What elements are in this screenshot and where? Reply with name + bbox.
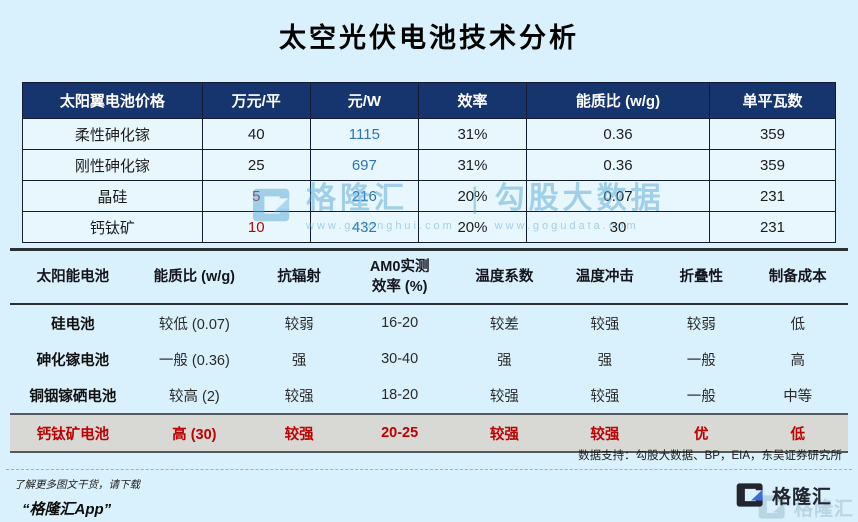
column-header: 元/W [309, 82, 419, 119]
table-cell: 432 [309, 211, 419, 243]
brand-name: 格隆汇 [771, 486, 832, 508]
table-cell: 20% [417, 211, 528, 243]
table-row: 硅电池 较低 (0.07) 较弱 16-20 较差 较强 较弱 低 [10, 304, 848, 341]
table-cell: 一般 (0.36) [158, 352, 230, 369]
column-header: 单平瓦数 [708, 82, 837, 119]
data-source-note: 数据支持：勾股大数据、BP，EIA，东吴证券研究所 [578, 450, 842, 462]
price-table-body: 柔性砷化镓 40 1115 31% 0.36 359 刚性砷化镓 25 697 31% 0.36 35… [22, 118, 837, 243]
table-cell: 中等 [783, 388, 813, 405]
table-cell: 钙钛矿 [22, 211, 203, 243]
table-cell: 216 [309, 180, 419, 212]
table-cell: 优 [655, 413, 748, 453]
brand-logo: 格隆汇 [736, 480, 832, 510]
table-cell: 强 [291, 352, 307, 369]
dashed-divider [6, 469, 852, 470]
table-cell: 较差 [489, 316, 519, 333]
price-table: 太阳翼电池价格 万元/平 元/W 效率 能质比 (w/g) 单平瓦数 柔性砷化镓… [22, 82, 837, 243]
column-header: 万元/平 [201, 82, 311, 119]
column-header: 能质比 (w/g) [526, 82, 710, 119]
table-row: 砷化镓电池 一般 (0.36) 强 30-40 强 强 一般 高 [10, 341, 848, 377]
table-cell: 较强 [489, 388, 519, 405]
table-cell: 较强 [554, 413, 656, 453]
table-cell: 柔性砷化镓 [22, 118, 203, 150]
table-cell: 钙钛矿电池 [10, 413, 136, 453]
table-cell: 231 [708, 180, 837, 212]
column-header: AM0实测 效率 (%) [345, 248, 455, 305]
column-header: 温度冲击 [554, 248, 656, 305]
gelonghui-logo-icon [736, 483, 763, 507]
column-header: 太阳能电池 [10, 248, 136, 305]
table-cell: 0.07 [526, 180, 710, 212]
compare-table: 太阳能电池 能质比 (w/g) 抗辐射 AM0实测 效率 (%) 温度系数 温度… [10, 248, 848, 453]
table-cell: 0.36 [526, 149, 710, 181]
page-title: 太空光伏电池技术分析 [279, 23, 579, 53]
table-cell: 低 [747, 413, 848, 453]
table-cell: 较弱 [686, 316, 716, 333]
table-cell: 一般 [686, 388, 716, 405]
footer-promo: 了解更多图文干货，请下载 “格隆汇App” [14, 477, 140, 519]
table-cell: 231 [708, 211, 837, 243]
table-cell: 18-20 [381, 387, 419, 403]
table-cell: 20% [417, 180, 528, 212]
column-header: 制备成本 [747, 248, 848, 305]
table-cell: 较弱 [284, 316, 314, 333]
table-row: 刚性砷化镓 25 697 31% 0.36 359 [22, 149, 837, 181]
column-header: 效率 [417, 82, 528, 119]
table-cell: 高 [790, 352, 805, 369]
column-header: 太阳翼电池价格 [22, 82, 203, 119]
table-cell: 砷化镓电池 [36, 352, 110, 369]
table-row: 柔性砷化镓 40 1115 31% 0.36 359 [22, 118, 837, 150]
table-cell: 25 [201, 149, 311, 181]
compare-table-header: 太阳能电池 能质比 (w/g) 抗辐射 AM0实测 效率 (%) 温度系数 温度… [10, 248, 848, 305]
table-row: 钙钛矿 10 432 20% 30 231 [22, 211, 837, 243]
table-row: 晶硅 5 216 20% 0.07 231 [22, 180, 837, 212]
footer-promo-line1: 了解更多图文干货，请下载 [14, 479, 140, 491]
column-header: 折叠性 [655, 248, 748, 305]
footer-promo-line2: “格隆汇App” [22, 501, 112, 518]
table-cell: 较强 [454, 413, 555, 453]
table-cell: 铜铟镓硒电池 [29, 388, 117, 405]
table-cell: 16-20 [381, 315, 419, 331]
table-cell: 较低 (0.07) [158, 316, 230, 333]
table-cell: 刚性砷化镓 [22, 149, 203, 181]
table-cell: 1115 [309, 118, 419, 150]
table-cell: 10 [201, 211, 311, 243]
column-header: 抗辐射 [253, 248, 346, 305]
table-cell: 较高 (2) [168, 388, 220, 405]
price-table-header: 太阳翼电池价格 万元/平 元/W 效率 能质比 (w/g) 单平瓦数 [22, 82, 837, 119]
table-cell: 高 (30) [135, 413, 253, 453]
table-cell: 30-40 [381, 351, 419, 367]
table-cell: 硅电池 [51, 316, 95, 333]
table-cell: 20-25 [345, 413, 455, 453]
table-cell: 30 [526, 211, 710, 243]
table-cell: 强 [497, 352, 512, 369]
table-cell: 697 [309, 149, 419, 181]
table-cell: 较强 [253, 413, 346, 453]
table-cell: 较强 [590, 316, 620, 333]
table-row: 铜铟镓硒电池 较高 (2) 较强 18-20 较强 较强 一般 中等 [10, 377, 848, 414]
column-header: 能质比 (w/g) [135, 248, 253, 305]
table-cell: 359 [708, 149, 837, 181]
table-cell: 31% [417, 118, 528, 150]
table-cell: 较强 [284, 388, 314, 405]
compare-table-body: 硅电池 较低 (0.07) 较弱 16-20 较差 较强 较弱低砷化镓电池 一般 (0.36)… [10, 304, 848, 453]
table-cell: 0.36 [526, 118, 710, 150]
table-cell: 一般 [686, 352, 716, 369]
table-cell: 较强 [590, 388, 620, 405]
table-cell: 31% [417, 149, 528, 181]
table-cell: 5 [201, 180, 311, 212]
table-cell: 晶硅 [22, 180, 203, 212]
column-header: 温度系数 [454, 248, 555, 305]
table-cell: 40 [201, 118, 311, 150]
table-cell: 低 [790, 316, 805, 333]
table-row: 钙钛矿电池高 (30) 较强 20-25 较强 较强优低 [10, 413, 848, 453]
table-cell: 359 [708, 118, 837, 150]
table-cell: 强 [597, 352, 613, 369]
